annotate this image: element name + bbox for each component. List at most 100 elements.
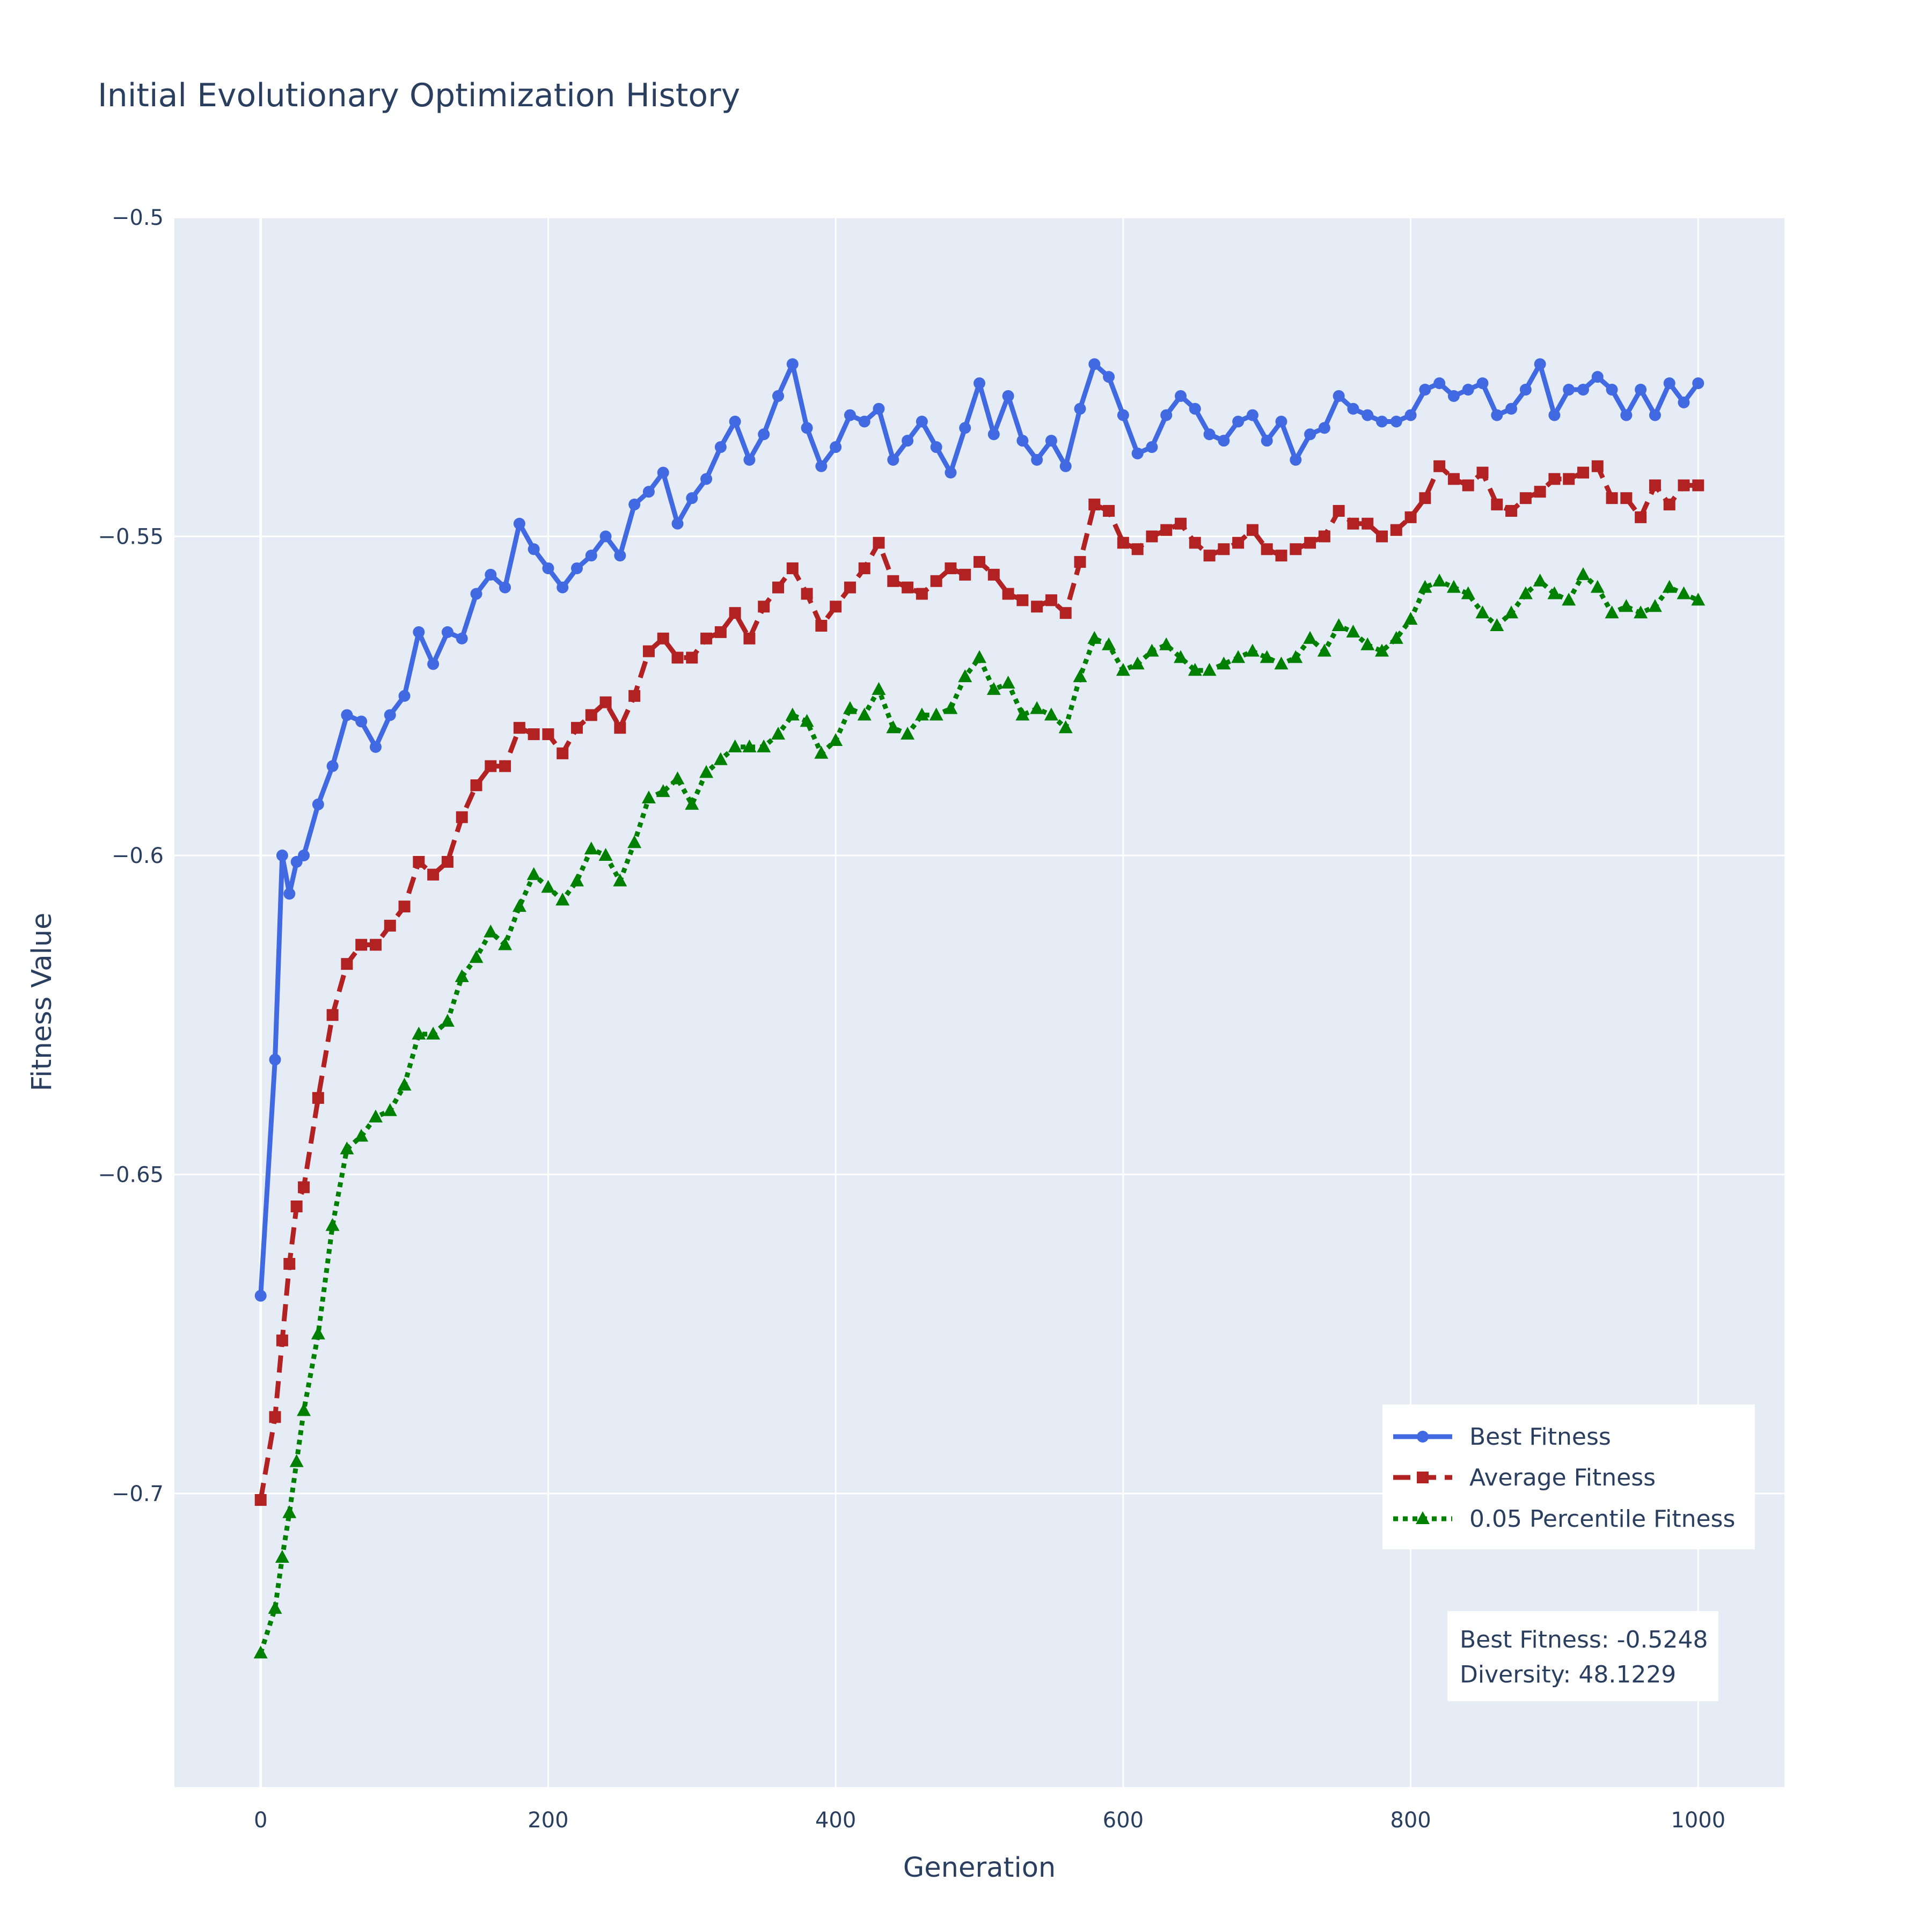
data-point <box>945 466 957 479</box>
data-point <box>513 517 525 530</box>
data-point <box>498 937 513 950</box>
data-point <box>801 588 813 600</box>
plot-area <box>174 217 1784 1787</box>
data-point <box>384 919 396 932</box>
data-point <box>484 924 498 938</box>
data-point <box>830 441 842 453</box>
data-point <box>584 841 598 855</box>
data-point <box>1189 537 1201 549</box>
data-point <box>282 1505 297 1518</box>
data-point <box>1678 479 1690 492</box>
data-point <box>1533 573 1547 587</box>
data-point <box>1159 637 1174 650</box>
data-point <box>412 1026 426 1040</box>
data-point <box>628 499 641 511</box>
data-point <box>455 969 469 982</box>
data-point <box>1002 390 1014 402</box>
data-point <box>729 415 741 428</box>
data-point <box>1548 409 1561 421</box>
data-point <box>275 1549 289 1563</box>
data-point <box>1591 460 1604 472</box>
data-point <box>253 1645 268 1659</box>
data-point <box>557 581 569 594</box>
data-point <box>599 696 612 708</box>
data-point <box>1562 592 1576 606</box>
data-point <box>1117 537 1129 549</box>
data-point <box>1447 473 1460 485</box>
data-point <box>1461 586 1475 599</box>
legend-item-best-fitness[interactable]: Best Fitness <box>1393 1423 1611 1451</box>
data-point <box>1145 643 1159 657</box>
data-point <box>542 728 554 741</box>
data-point <box>1462 384 1474 396</box>
data-point <box>959 568 971 581</box>
data-point <box>786 358 799 370</box>
data-point <box>945 562 957 574</box>
x-tick-label: 1000 <box>1671 1808 1725 1833</box>
data-point <box>383 1103 397 1116</box>
data-point <box>1074 556 1086 568</box>
data-point <box>844 409 856 421</box>
data-point <box>1245 643 1260 657</box>
data-point <box>1691 592 1706 606</box>
legend-box <box>1382 1404 1755 1549</box>
data-point <box>857 707 872 721</box>
data-point <box>843 701 857 714</box>
data-point <box>1548 473 1561 485</box>
data-point <box>1576 567 1590 580</box>
data-point <box>1518 586 1533 599</box>
data-point <box>858 415 870 428</box>
data-point <box>785 707 800 721</box>
x-tick-label: 400 <box>815 1808 856 1833</box>
data-point <box>1692 377 1704 390</box>
data-point <box>289 1454 304 1467</box>
stats-annotation: Best Fitness: -0.5248 Diversity: 48.1229 <box>1447 1611 1718 1701</box>
data-point <box>269 1411 281 1423</box>
data-point <box>1547 586 1562 599</box>
data-point <box>1677 586 1691 599</box>
data-point <box>1663 499 1675 511</box>
data-point <box>657 466 669 479</box>
data-point <box>801 422 813 434</box>
data-point <box>1031 601 1043 613</box>
data-point <box>686 652 698 664</box>
data-point <box>902 435 914 447</box>
data-point <box>1419 492 1431 504</box>
data-point <box>1620 492 1633 504</box>
data-point <box>1045 435 1057 447</box>
data-point <box>599 530 612 543</box>
data-point <box>1232 537 1245 549</box>
data-point <box>943 701 958 714</box>
data-point <box>642 486 655 498</box>
data-point <box>1534 358 1546 370</box>
data-point <box>571 562 583 574</box>
data-point <box>312 1092 324 1104</box>
data-point <box>1418 580 1432 593</box>
chart-title: Initial Evolutionary Optimization Histor… <box>98 77 740 114</box>
data-point <box>1505 402 1518 415</box>
data-point <box>276 850 288 862</box>
data-point <box>959 422 971 434</box>
data-point <box>1347 517 1359 530</box>
data-point <box>1087 631 1102 644</box>
data-point <box>355 939 368 951</box>
data-point <box>542 562 554 574</box>
legend-item-percentile-fitness[interactable]: 0.05 Percentile Fitness <box>1393 1505 1735 1533</box>
data-point <box>1103 371 1115 383</box>
x-tick-label: 600 <box>1103 1808 1144 1833</box>
data-point <box>929 707 943 721</box>
data-point <box>1447 390 1460 402</box>
data-point <box>1202 663 1217 676</box>
legend[interactable]: Best Fitness Average Fitness 0.05 Percen… <box>1382 1404 1755 1549</box>
data-point <box>771 727 785 740</box>
data-point <box>656 784 670 797</box>
data-point <box>670 771 685 785</box>
data-point <box>1362 409 1374 421</box>
data-point <box>485 568 497 581</box>
data-point <box>1577 466 1589 479</box>
data-point <box>916 588 928 600</box>
data-point <box>1446 580 1461 593</box>
data-point <box>312 798 324 810</box>
legend-item-average-fitness[interactable]: Average Fitness <box>1393 1464 1656 1491</box>
